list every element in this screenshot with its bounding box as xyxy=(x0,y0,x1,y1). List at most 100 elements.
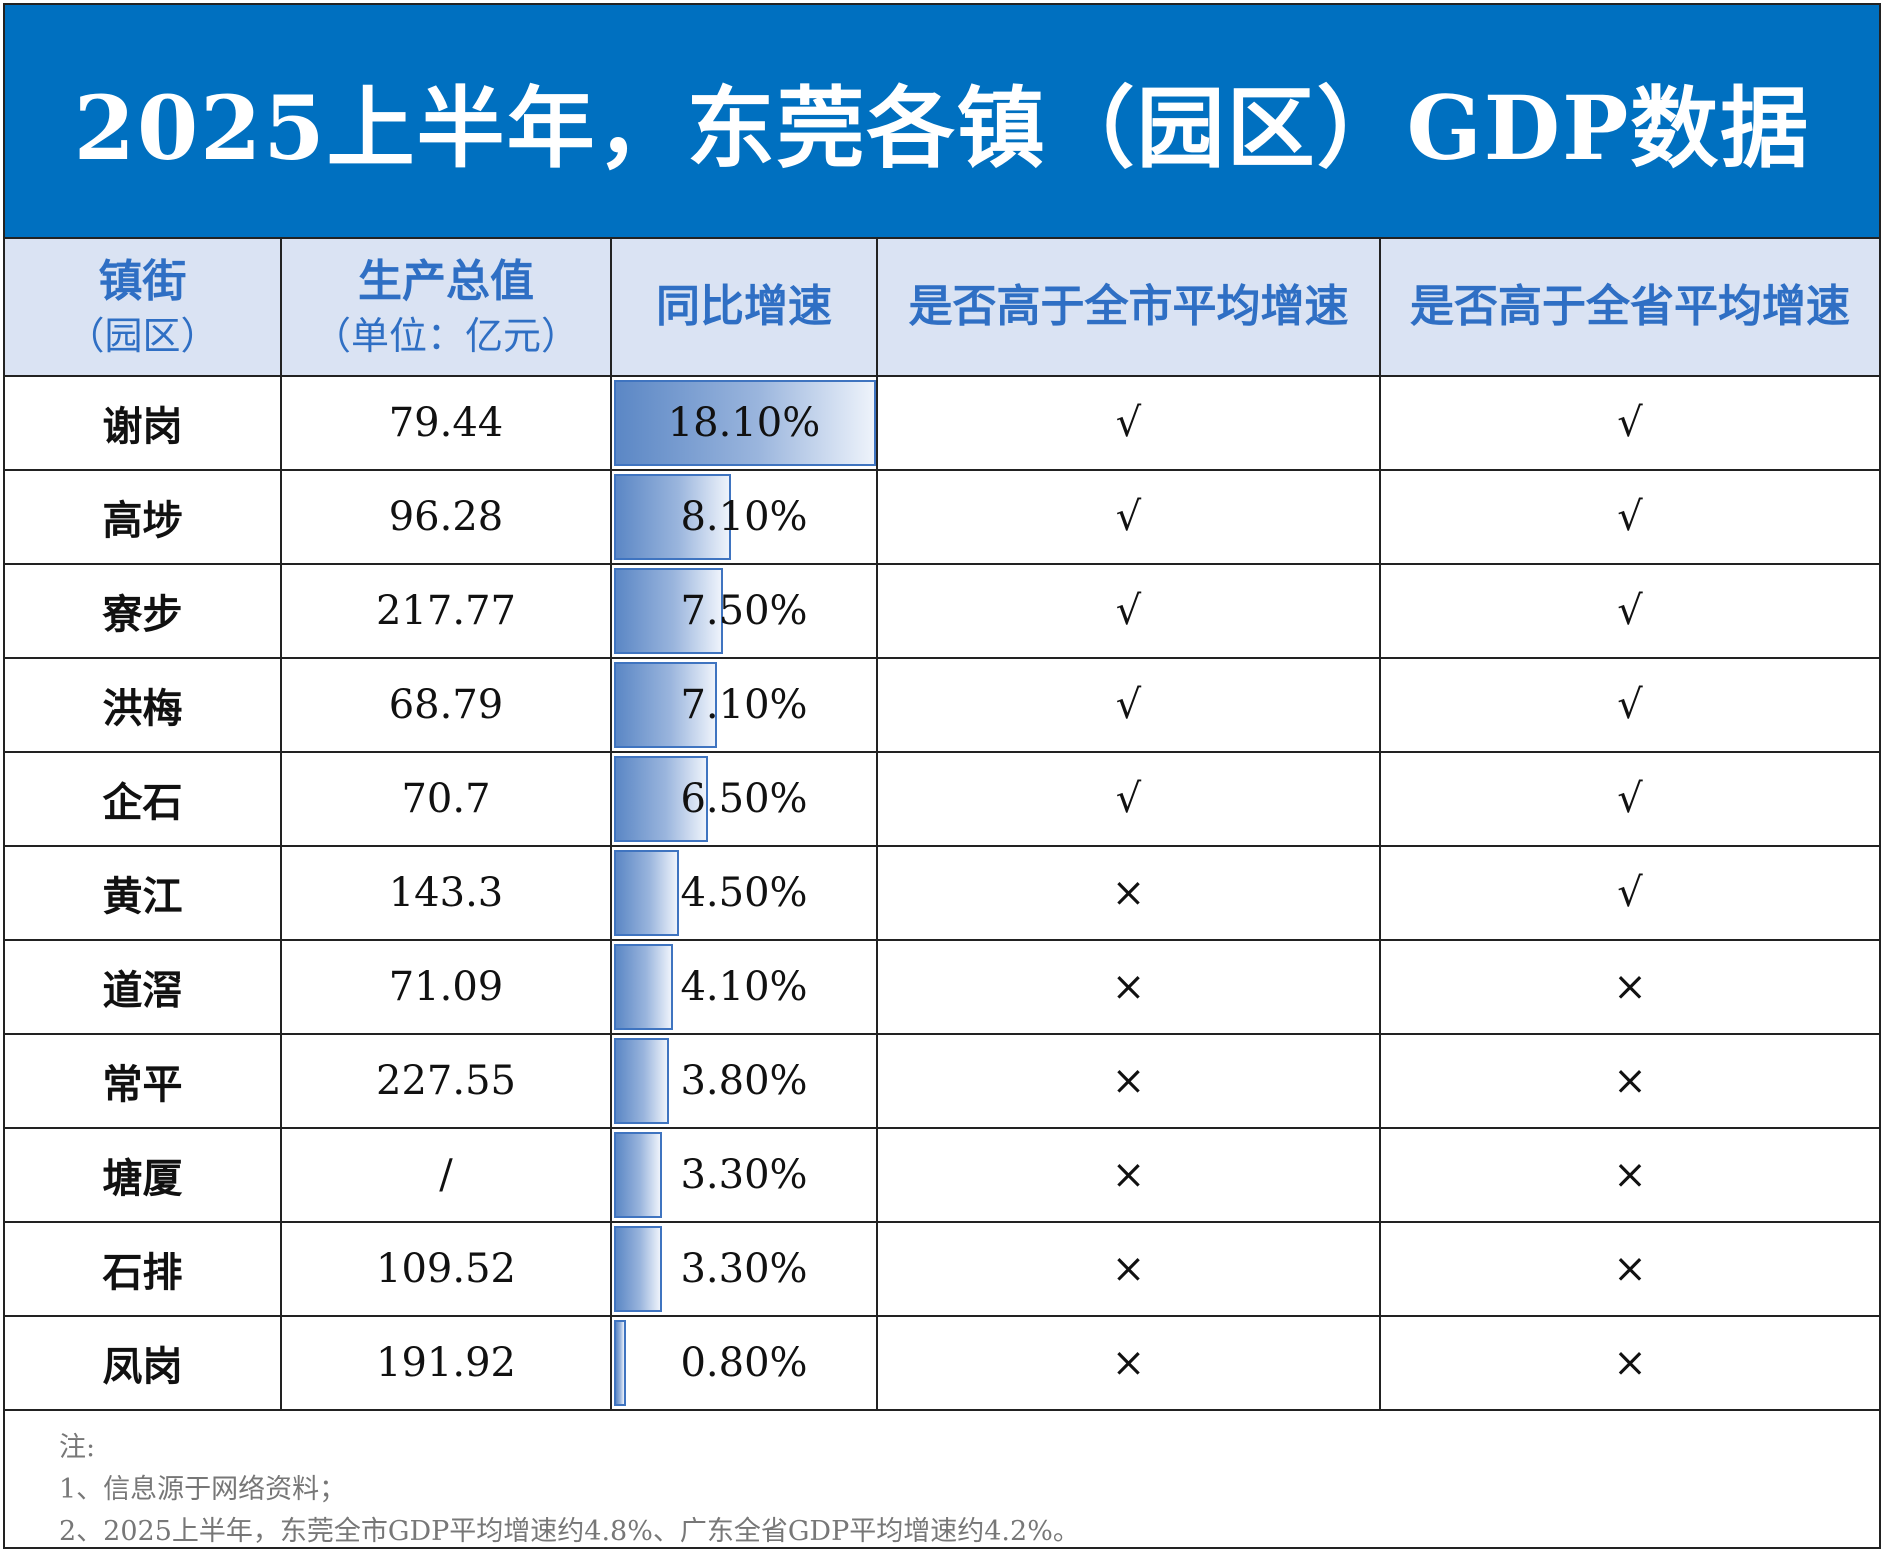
growth-value: 7.10% xyxy=(680,682,808,728)
growth-cell: 18.10% xyxy=(610,375,878,471)
header-town-sublabel: （园区） xyxy=(66,314,219,359)
growth-bar xyxy=(614,1226,662,1312)
table-body: 谢岗 79.44 18.10% √ √ 高埗 96.28 8.10% √ √ 寮步 217.77 7.5… xyxy=(5,375,1879,1411)
growth-value: 0.80% xyxy=(680,1340,808,1386)
gdp-value: 71.09 xyxy=(280,939,612,1035)
growth-bar xyxy=(614,662,717,748)
growth-value: 18.10% xyxy=(667,400,821,446)
table-row: 塘厦/ 3.30% × × xyxy=(5,1127,1879,1223)
data-sheet: 2025上半年，东莞各镇（园区）GDP数据 镇街 （园区） 生产总值 （单位：亿… xyxy=(3,3,1881,1549)
above-province-mark: × xyxy=(1379,1315,1879,1411)
above-province-mark: × xyxy=(1379,939,1879,1035)
growth-bar xyxy=(614,944,673,1030)
page-title: 2025上半年，东莞各镇（园区）GDP数据 xyxy=(73,75,1811,180)
table-row: 道滘 71.09 4.10% × × xyxy=(5,939,1879,1035)
gdp-value: 68.79 xyxy=(280,657,612,753)
gdp-value: 191.92 xyxy=(280,1315,612,1411)
above-city-mark: √ xyxy=(876,657,1381,753)
header-above-province: 是否高于全省平均增速 xyxy=(1379,237,1879,377)
above-province-mark: √ xyxy=(1379,563,1879,659)
town-name: 黄江 xyxy=(5,845,282,941)
gdp-value: 79.44 xyxy=(280,375,612,471)
town-name: 寮步 xyxy=(5,563,282,659)
gdp-table: 镇街 （园区） 生产总值 （单位：亿元） 同比增速 是否高于全市平均增速 是否高… xyxy=(5,237,1879,1411)
growth-cell: 3.30% xyxy=(610,1221,878,1317)
town-name: 塘厦 xyxy=(5,1127,282,1223)
gdp-value: 96.28 xyxy=(280,469,612,565)
growth-cell: 0.80% xyxy=(610,1315,878,1411)
growth-cell: 7.10% xyxy=(610,657,878,753)
table-row: 石排 109.52 3.30% × × xyxy=(5,1221,1879,1317)
gdp-value: 217.77 xyxy=(280,563,612,659)
above-province-mark: × xyxy=(1379,1127,1879,1223)
growth-value: 3.30% xyxy=(680,1246,808,1292)
header-town: 镇街 （园区） xyxy=(5,237,282,377)
gdp-value: / xyxy=(280,1127,612,1223)
above-province-mark: √ xyxy=(1379,375,1879,471)
title-banner: 2025上半年，东莞各镇（园区）GDP数据 xyxy=(5,5,1879,237)
above-city-mark: × xyxy=(876,1315,1381,1411)
above-city-mark: × xyxy=(876,1127,1381,1223)
header-above-city: 是否高于全市平均增速 xyxy=(876,237,1381,377)
table-row: 黄江 143.3 4.50% × √ xyxy=(5,845,1879,941)
above-province-mark: √ xyxy=(1379,751,1879,847)
gdp-value: 143.3 xyxy=(280,845,612,941)
table-row: 凤岗 191.92 0.80% × × xyxy=(5,1315,1879,1411)
above-city-mark: × xyxy=(876,845,1381,941)
table-row: 洪梅 68.79 7.10% √ √ xyxy=(5,657,1879,753)
table-row: 寮步 217.77 7.50% √ √ xyxy=(5,563,1879,659)
growth-cell: 7.50% xyxy=(610,563,878,659)
town-name: 凤岗 xyxy=(5,1315,282,1411)
growth-value: 6.50% xyxy=(680,776,808,822)
growth-cell: 4.10% xyxy=(610,939,878,1035)
town-name: 洪梅 xyxy=(5,657,282,753)
note-averages: 2、2025上半年，东莞全市GDP平均增速约4.8%、广东全省GDP平均增速约4… xyxy=(59,1516,1080,1547)
growth-bar xyxy=(614,1038,669,1124)
growth-bar xyxy=(614,380,876,466)
town-name: 常平 xyxy=(5,1033,282,1129)
above-city-mark: √ xyxy=(876,751,1381,847)
table-row: 常平 227.55 3.80% × × xyxy=(5,1033,1879,1129)
growth-value: 4.50% xyxy=(680,870,808,916)
growth-value: 8.10% xyxy=(680,494,808,540)
above-city-mark: √ xyxy=(876,375,1381,471)
notes-heading: 注: xyxy=(59,1432,96,1463)
growth-value: 3.30% xyxy=(680,1152,808,1198)
town-name: 石排 xyxy=(5,1221,282,1317)
table-header-row: 镇街 （园区） 生产总值 （单位：亿元） 同比增速 是否高于全市平均增速 是否高… xyxy=(5,237,1879,377)
town-name: 高埗 xyxy=(5,469,282,565)
growth-bar xyxy=(614,1132,662,1218)
growth-cell: 3.30% xyxy=(610,1127,878,1223)
growth-cell: 4.50% xyxy=(610,845,878,941)
header-gdp-unit: （单位：亿元） xyxy=(312,314,579,359)
table-row: 高埗 96.28 8.10% √ √ xyxy=(5,469,1879,565)
town-name: 谢岗 xyxy=(5,375,282,471)
header-growth: 同比增速 xyxy=(610,237,878,377)
gdp-value: 227.55 xyxy=(280,1033,612,1129)
gdp-value: 109.52 xyxy=(280,1221,612,1317)
growth-bar xyxy=(614,1320,626,1406)
above-province-mark: √ xyxy=(1379,657,1879,753)
above-province-mark: × xyxy=(1379,1033,1879,1129)
growth-bar xyxy=(614,850,679,936)
above-city-mark: × xyxy=(876,1033,1381,1129)
header-gdp: 生产总值 （单位：亿元） xyxy=(280,237,612,377)
gdp-value: 70.7 xyxy=(280,751,612,847)
above-province-mark: √ xyxy=(1379,845,1879,941)
above-province-mark: × xyxy=(1379,1221,1879,1317)
growth-cell: 8.10% xyxy=(610,469,878,565)
town-name: 企石 xyxy=(5,751,282,847)
growth-bar xyxy=(614,474,731,560)
notes: 注: 1、信息源于网络资料； 2、2025上半年，东莞全市GDP平均增速约4.8… xyxy=(59,1427,1080,1553)
town-name: 道滘 xyxy=(5,939,282,1035)
above-city-mark: × xyxy=(876,939,1381,1035)
growth-cell: 6.50% xyxy=(610,751,878,847)
table-row: 谢岗 79.44 18.10% √ √ xyxy=(5,375,1879,471)
growth-value: 4.10% xyxy=(680,964,808,1010)
header-gdp-label: 生产总值 xyxy=(358,255,534,307)
above-city-mark: √ xyxy=(876,563,1381,659)
growth-value: 7.50% xyxy=(680,588,808,634)
growth-bar xyxy=(614,568,723,654)
growth-value: 3.80% xyxy=(680,1058,808,1104)
above-city-mark: × xyxy=(876,1221,1381,1317)
